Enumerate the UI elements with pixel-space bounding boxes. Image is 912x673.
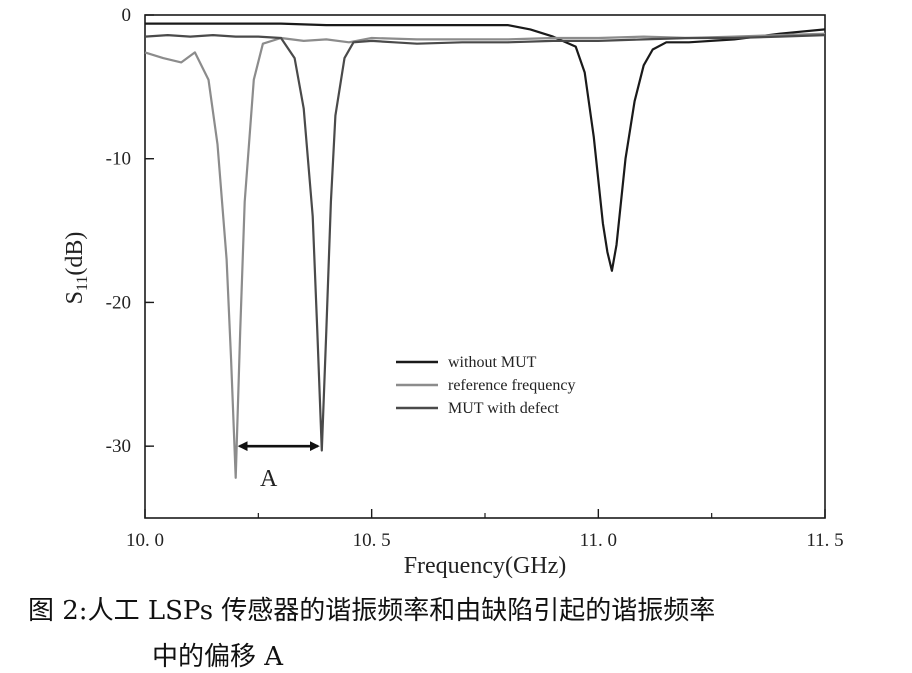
series-line-2	[144, 32, 826, 479]
y-tick-label: -30	[106, 436, 131, 457]
x-tick-label: 10. 5	[353, 530, 391, 551]
y-axis-title: S11(dB)	[62, 232, 91, 305]
x-tick-label: 10. 0	[126, 530, 164, 551]
y-axis-title-main: S	[62, 291, 88, 304]
series-line-3	[144, 34, 826, 452]
series-line-1	[145, 22, 826, 272]
s11-frequency-chart: 10. 0 10. 5 11. 0 11. 5 0 -10 -20 -30 A without…	[62, 5, 844, 579]
y-axis-title-subscript: 11	[74, 276, 91, 291]
shift-label: A	[260, 466, 278, 492]
figure-caption-line2: 中的偏移 A	[152, 642, 284, 672]
y-axis-title-unit: (dB)	[62, 232, 88, 276]
plot-frame	[144, 14, 826, 519]
legend-label: reference frequency	[448, 377, 575, 394]
x-tick-label: 11. 0	[580, 530, 617, 551]
y-tick-label: -10	[106, 149, 131, 170]
shift-annotation: A	[237, 441, 320, 492]
y-tick-label: 0	[122, 5, 132, 26]
series-lines	[144, 22, 826, 479]
x-axis-title: Frequency(GHz)	[404, 553, 567, 579]
y-tick-label: -20	[106, 292, 131, 313]
legend-label: without MUT	[448, 354, 537, 371]
legend: without MUT reference frequency MUT with d…	[396, 354, 575, 417]
x-tick-label: 11. 5	[806, 530, 843, 551]
figure-caption-line1: 图 2:人工 LSPs 传感器的谐振频率和由缺陷引起的谐振频率	[28, 596, 716, 626]
legend-label: MUT with defect	[448, 400, 559, 417]
axis-ticks: 10. 0 10. 5 11. 0 11. 5 0 -10 -20 -30	[106, 5, 844, 551]
